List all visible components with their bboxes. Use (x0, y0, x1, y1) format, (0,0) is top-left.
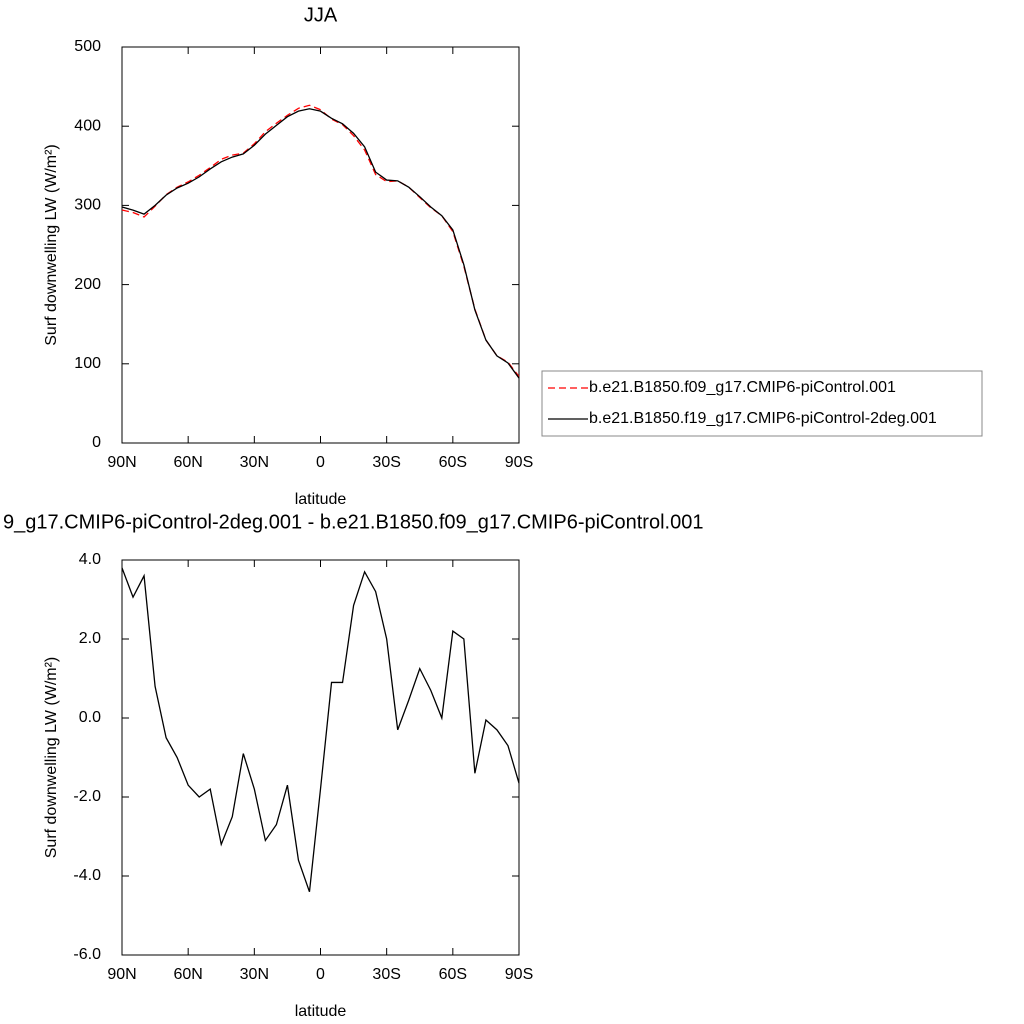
x-axis-label: latitude (295, 1003, 347, 1020)
y-axis-label: Surf downwelling LW (W/m²) (43, 144, 60, 346)
y-tick-label: 100 (74, 355, 101, 372)
legend-label: b.e21.B1850.f19_g17.CMIP6-piControl-2deg… (589, 410, 937, 427)
x-tick-label: 30S (372, 966, 400, 983)
y-tick-label: 300 (74, 197, 101, 214)
legend-box (541, 370, 983, 437)
x-tick-label: 0 (316, 454, 325, 471)
x-tick-label: 90S (505, 966, 533, 983)
y-tick-label: 400 (74, 117, 101, 134)
x-tick-label: 30N (240, 454, 269, 471)
x-tick-label: 90N (107, 454, 136, 471)
x-tick-label: 60N (173, 966, 202, 983)
legend-label: b.e21.B1850.f09_g17.CMIP6-piControl.001 (589, 379, 896, 396)
x-tick-label: 0 (316, 966, 325, 983)
chart-title: 9_g17.CMIP6-piControl-2deg.001 - b.e21.B… (3, 511, 703, 533)
y-tick-label: -4.0 (73, 867, 101, 884)
plot-frame (121, 559, 520, 956)
y-tick-label: 0.0 (79, 709, 101, 726)
y-tick-label: 2.0 (79, 630, 101, 647)
y-tick-label: -6.0 (73, 946, 101, 963)
x-tick-label: 60N (173, 454, 202, 471)
x-tick-label: 60S (439, 454, 467, 471)
x-tick-label: 60S (439, 966, 467, 983)
x-tick-label: 90S (505, 454, 533, 471)
data-line (121, 104, 520, 377)
y-tick-label: -2.0 (73, 788, 101, 805)
chart-title: JJA (304, 4, 338, 26)
y-axis-label: Surf downwelling LW (W/m²) (43, 657, 60, 859)
y-tick-label: 200 (74, 276, 101, 293)
data-line (121, 567, 520, 893)
data-line (121, 108, 520, 379)
y-tick-label: 4.0 (79, 551, 101, 568)
x-tick-label: 30S (372, 454, 400, 471)
x-axis-label: latitude (295, 491, 347, 508)
x-tick-label: 30N (240, 966, 269, 983)
plot-frame (121, 46, 520, 444)
x-tick-label: 90N (107, 966, 136, 983)
y-tick-label: 500 (74, 38, 101, 55)
y-tick-label: 0 (92, 434, 101, 451)
